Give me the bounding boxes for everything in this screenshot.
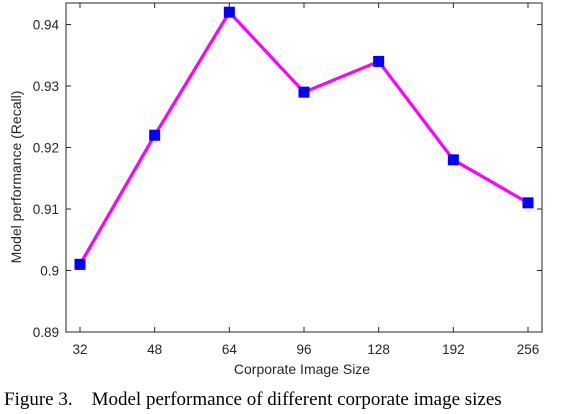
x-tick-label: 32: [72, 342, 87, 357]
caption-label: Figure 3.: [4, 389, 73, 410]
y-axis-label: Model performance (Recall): [8, 91, 24, 264]
x-tick-label: 48: [147, 342, 162, 357]
x-axis-label: Corporate Image Size: [234, 361, 370, 377]
caption-text: Model performance of different corporate…: [91, 389, 502, 410]
data-point-marker: [298, 86, 310, 98]
data-point-marker: [149, 129, 161, 141]
x-tick-label: 96: [296, 342, 311, 357]
x-tick-label: 128: [367, 342, 390, 357]
series-line: [78, 10, 529, 266]
x-tick-label: 256: [517, 342, 540, 357]
y-tick-label: 0.94: [33, 18, 60, 33]
x-tick-label: 192: [442, 342, 465, 357]
data-point-marker: [447, 154, 459, 166]
y-tick-label: 0.92: [33, 141, 59, 156]
y-tick-label: 0.93: [33, 79, 59, 94]
x-tick-label: 64: [222, 342, 238, 357]
data-point-marker: [373, 55, 385, 67]
y-tick-label: 0.89: [33, 325, 59, 340]
data-point-marker: [522, 197, 534, 209]
line-chart: 0.89 0.9 0.91 0.92 0.93 0.94 32 48 64 96 128 192 256…: [8, 2, 543, 377]
figure-caption: Figure 3. Model performance of different…: [0, 389, 578, 411]
data-point-marker: [223, 6, 235, 18]
y-tick-label: 0.9: [40, 264, 59, 279]
y-tick-label: 0.91: [33, 202, 59, 217]
series-layer: [74, 6, 534, 270]
axis-ticks: 0.89 0.9 0.91 0.92 0.93 0.94 32 48 64 96 128 192 256: [33, 3, 542, 357]
data-point-marker: [74, 258, 86, 270]
